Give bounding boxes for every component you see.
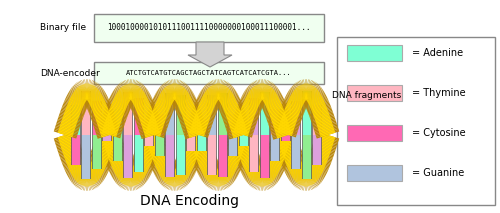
FancyBboxPatch shape [94, 14, 324, 42]
Bar [347, 45, 402, 61]
Polygon shape [188, 42, 232, 67]
Bar [347, 125, 402, 141]
Text: = Guanine: = Guanine [412, 168, 464, 178]
Text: 10001000010101110011110000000100011100001...: 1000100001010111001111000000010001110000… [107, 23, 311, 33]
Text: DNA Encoding: DNA Encoding [140, 194, 239, 208]
FancyBboxPatch shape [94, 62, 324, 84]
Bar [347, 165, 402, 181]
Text: ATCTGTCATGTCAGCTAGCTATCAGTCATCATCGTA...: ATCTGTCATGTCAGCTAGCTATCAGTCATCATCGTA... [126, 70, 292, 76]
Bar [347, 85, 402, 101]
Text: = Adenine: = Adenine [412, 48, 463, 58]
Text: DNA fragments: DNA fragments [332, 91, 401, 99]
Text: = Thymine: = Thymine [412, 88, 466, 98]
Text: DNA-encoder: DNA-encoder [40, 69, 100, 78]
Bar [337, 37, 495, 205]
Text: = Cytosine: = Cytosine [412, 128, 466, 138]
Text: Binary file: Binary file [40, 23, 86, 33]
